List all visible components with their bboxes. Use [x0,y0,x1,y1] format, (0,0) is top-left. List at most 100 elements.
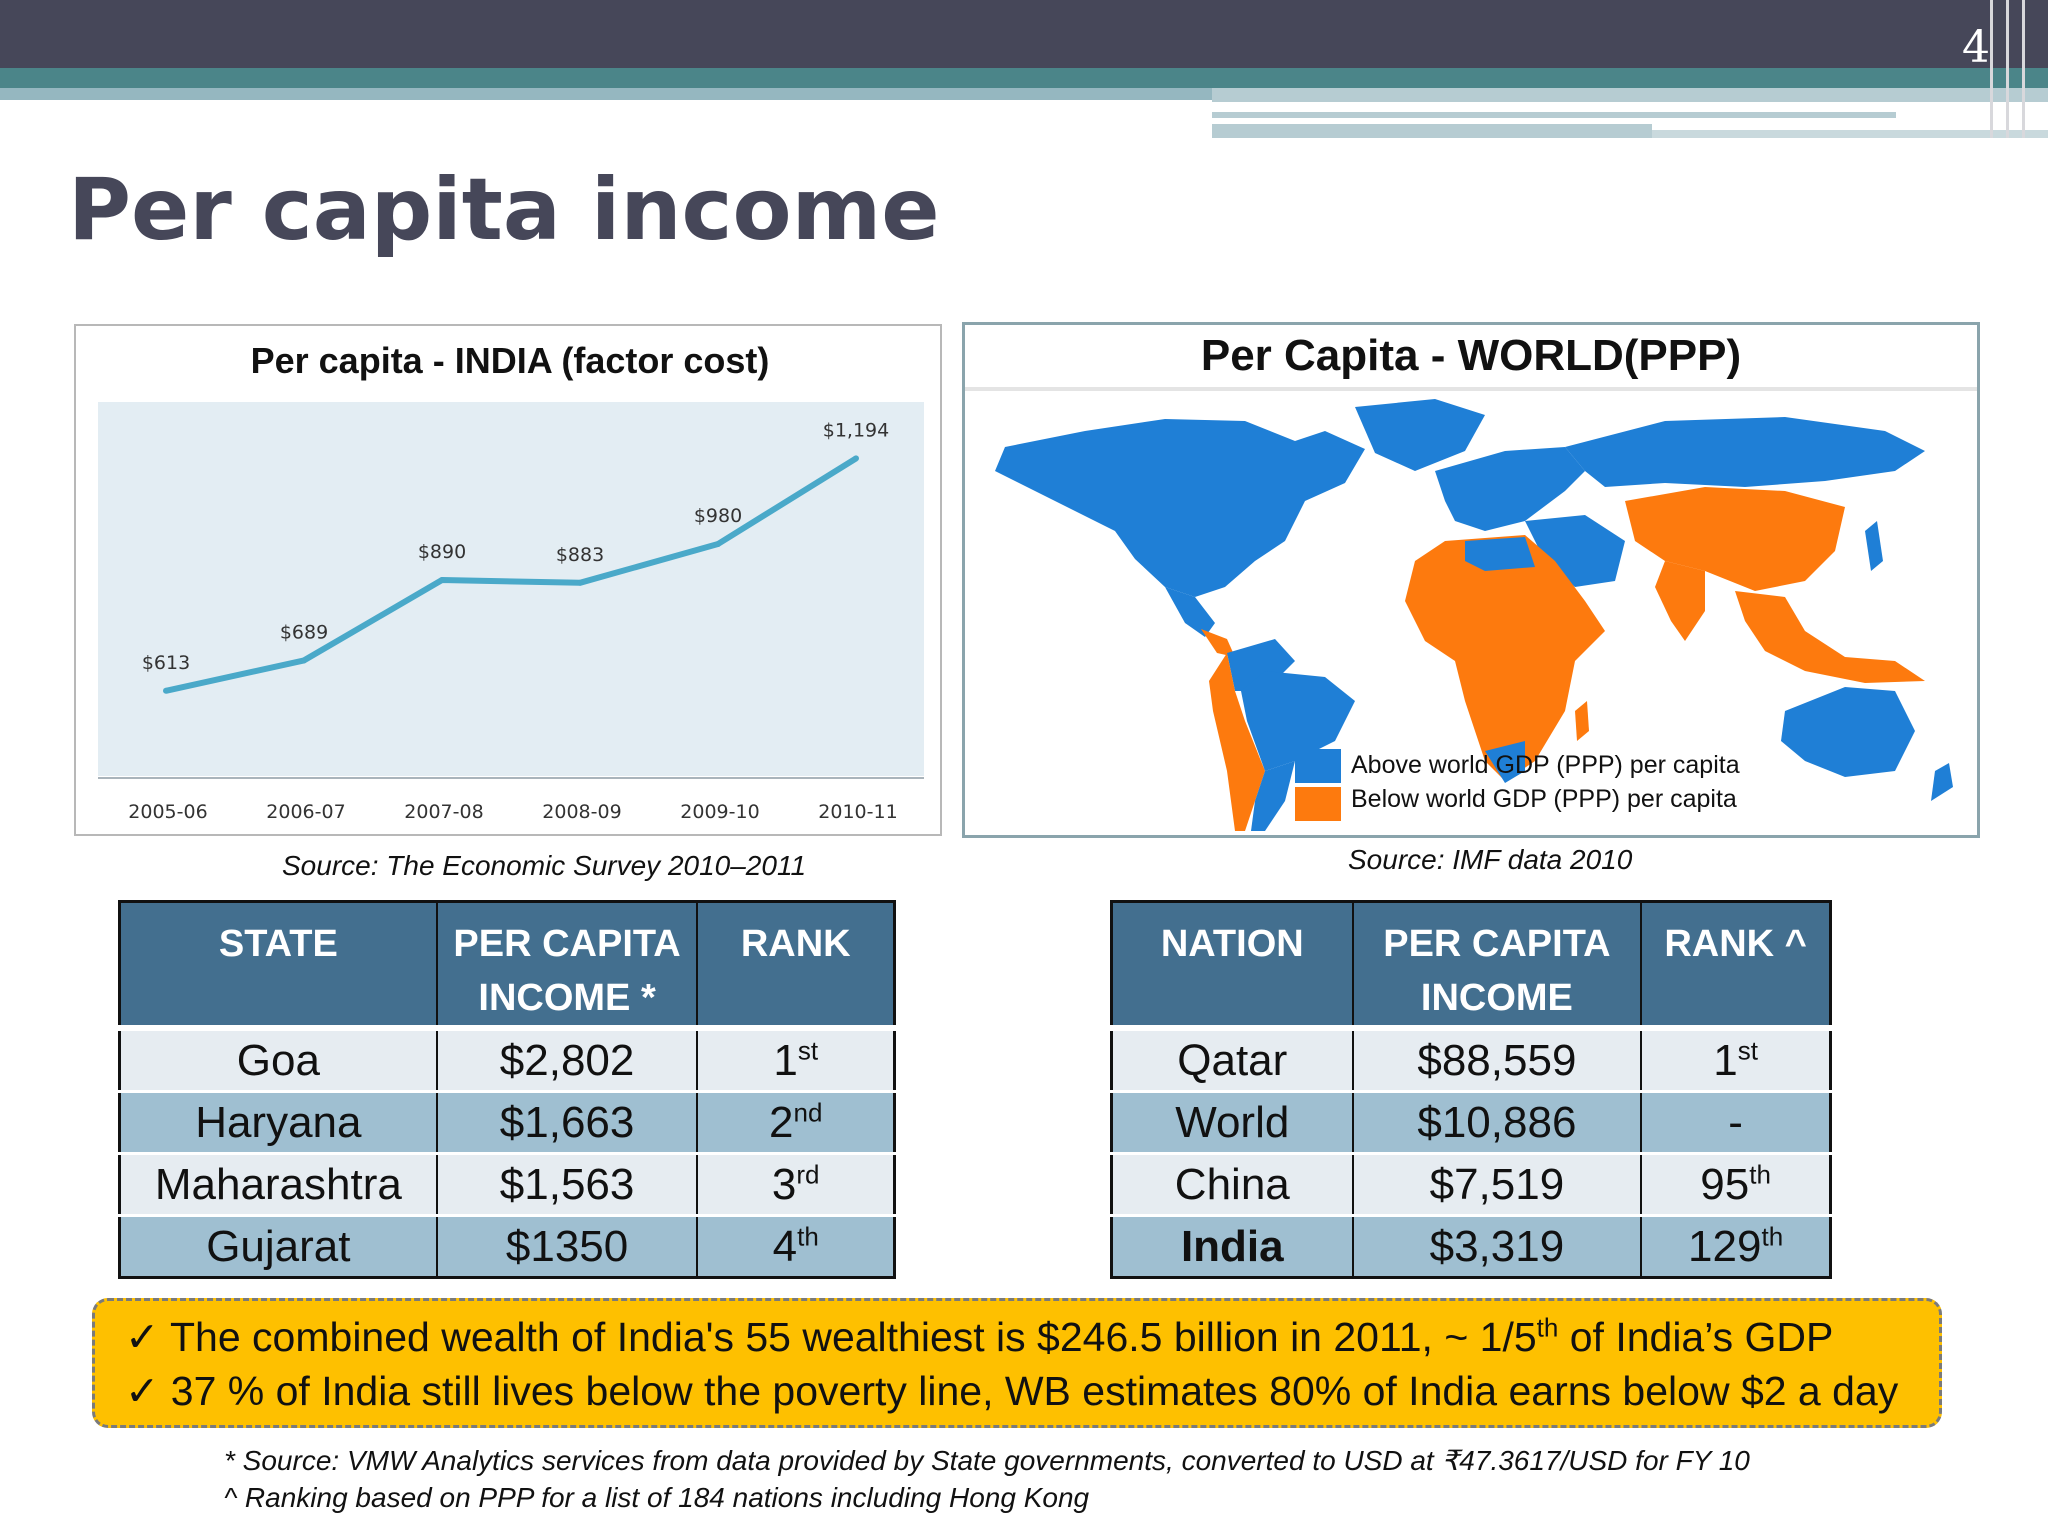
map-central-america-south [1201,629,1235,657]
rank-number: 1 [1713,1035,1738,1085]
map-india [1655,561,1705,641]
legend-label-above: Above world GDP (PPP) per capita [1351,751,1740,779]
fact-text-end: of India’s GDP [1558,1314,1834,1360]
nation-name: India [1110,1214,1354,1278]
map-divider [965,387,1977,391]
header-accent-2 [1212,112,1896,118]
nation-income: $7,519 [1351,1152,1643,1216]
header-stripe [0,68,2048,88]
state-income: $1,563 [435,1152,699,1216]
rank-suffix: st [797,1034,819,1065]
footnote-ranking: ^ Ranking based on PPP for a list of 184… [224,1482,1090,1513]
x-tick-label: 2009-10 [680,801,759,823]
data-label: $980 [694,505,742,527]
data-point [853,455,859,462]
map-china [1625,487,1845,591]
map-greenland [1355,399,1485,471]
state-rank: 4th [696,1214,896,1278]
map-europe [1435,447,1585,531]
map-southeast-asia [1735,591,1925,683]
header-band [0,0,2048,68]
check-icon: ✓ [125,1368,160,1414]
rank-number: - [1728,1097,1743,1147]
rank-suffix: th [1749,1158,1771,1189]
nation-income: $10,886 [1351,1090,1643,1154]
state-income-table: STATE PER CAPITA INCOME * RANK Goa $2,80… [118,900,896,1279]
rank-suffix: st [1737,1034,1758,1065]
map-middle-east [1525,515,1625,587]
table-row: World $10,886 - [1110,1090,1832,1154]
table-row: India $3,319 129th [1110,1214,1832,1278]
map-africa [1405,535,1605,781]
state-name: Haryana [118,1090,438,1154]
footnote-source: * Source: VMW Analytics services from da… [224,1445,1750,1476]
legend-label-below: Below world GDP (PPP) per capita [1351,785,1737,813]
map-source: Source: IMF data 2010 [1348,844,1633,875]
world-map-panel: Per Capita - WORLD(PPP) Ab [962,322,1980,838]
table-row: China $7,519 95th [1110,1152,1832,1216]
header-accent-1 [1212,88,2048,102]
map-madagascar [1575,701,1589,741]
fact-line-1: ✓ The combined wealth of India's 55 weal… [125,1313,1833,1361]
slide-title: Per capita income [68,160,940,260]
check-icon: ✓ [125,1314,160,1360]
map-north-america [995,419,1365,597]
x-tick-label: 2006-07 [266,801,345,823]
table-row: Haryana $1,663 2nd [118,1090,896,1154]
header-accent-4 [1652,130,2048,138]
x-tick-label: 2010-11 [818,801,897,823]
header-vline [2022,0,2025,138]
nation-rank: - [1640,1090,1832,1154]
table-row: Maharashtra $1,563 3rd [118,1152,896,1216]
nation-income: $3,319 [1351,1214,1643,1278]
map-south-america-west [1209,653,1265,831]
column-header-rank: RANK ^ [1640,900,1832,1029]
map-brazil [1241,671,1355,771]
nation-income: $88,559 [1351,1025,1643,1092]
table-row: Qatar $88,559 1st [1110,1025,1832,1092]
rank-suffix: th [797,1220,819,1251]
column-header-income: PER CAPITA INCOME [1351,900,1643,1029]
chart-source: Source: The Economic Survey 2010–2011 [282,850,807,881]
data-point [715,541,721,547]
map-japan [1865,521,1883,571]
map-north-africa [1465,537,1535,571]
map-title: Per Capita - WORLD(PPP) [1200,331,1742,380]
nation-name: Qatar [1110,1025,1354,1092]
rank-suffix: nd [793,1096,823,1127]
column-header-nation: NATION [1110,900,1354,1029]
column-header-state: STATE [118,900,438,1029]
rank-suffix: rd [796,1158,820,1189]
state-income: $2,802 [435,1025,699,1092]
data-point [301,657,307,664]
x-tick-label: 2008-09 [542,801,621,823]
x-tick-label: 2005-06 [128,801,207,823]
nation-rank: 129th [1640,1214,1832,1278]
header-vline [2006,0,2009,138]
map-australia [1781,687,1915,777]
x-tick-label: 2007-08 [404,801,483,823]
data-label: $689 [280,621,328,643]
table-row: Gujarat $1350 4th [118,1214,896,1278]
data-label: $883 [556,544,604,566]
state-rank: 1st [696,1025,896,1092]
data-point [577,579,583,586]
fact-text: 37 % of India still lives below the pove… [170,1368,1899,1414]
column-header-rank: RANK [696,900,896,1029]
series-line [165,455,858,694]
state-name: Maharashtra [118,1152,438,1216]
table-row: Goa $2,802 1st [118,1025,896,1092]
data-point [439,577,445,583]
data-label: $1,194 [823,419,889,441]
nation-rank: 1st [1640,1025,1832,1092]
fact-line-2: ✓ 37 % of India still lives below the po… [125,1367,1898,1415]
plot-area [98,402,924,776]
state-income: $1,663 [435,1090,699,1154]
header-vline [1990,0,1993,138]
rank-number: 4 [772,1221,798,1271]
state-name: Goa [118,1025,438,1092]
header-stripe-light [0,88,1212,100]
nation-rank: 95th [1640,1152,1832,1216]
state-rank: 3rd [696,1152,896,1216]
india-chart: Per capita - INDIA (factor cost) $613 $68… [74,324,942,836]
